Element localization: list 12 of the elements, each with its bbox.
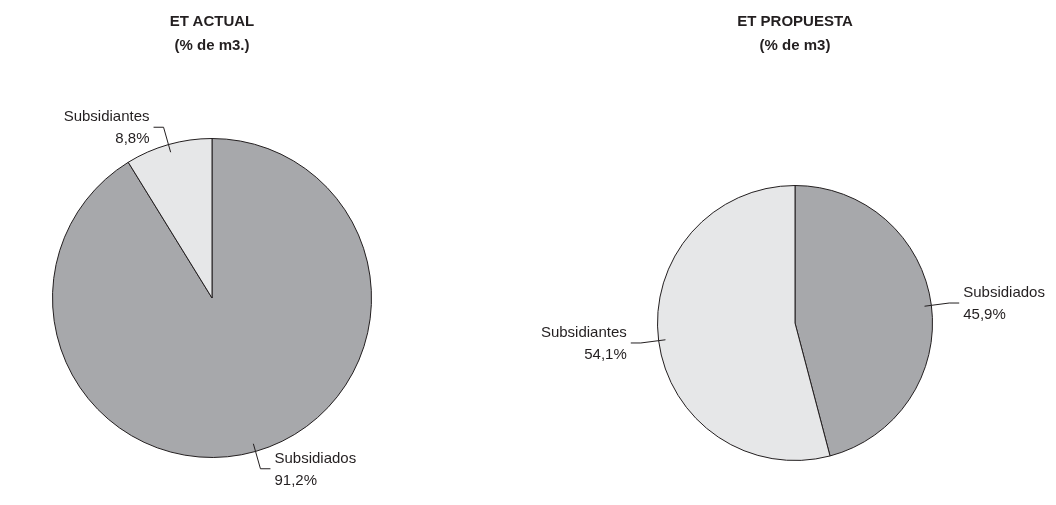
chart-title: ET PROPUESTA [737, 12, 853, 30]
slice-label: Subsidiados [274, 448, 357, 466]
data-label: 91,2% [274, 470, 317, 488]
slice-label: Subsidiantes [540, 323, 627, 341]
chart-title: ET ACTUAL [169, 12, 255, 30]
data-label: 54,1% [584, 345, 627, 363]
chart-subtitle: (% de m3.) [174, 36, 250, 54]
slice-label: Subsidiados [963, 283, 1045, 301]
chart-subtitle: (% de m3) [759, 36, 831, 54]
data-label: 45,9% [963, 305, 1006, 323]
slice-label: Subsidiantes [63, 107, 150, 125]
data-label: 8,8% [115, 129, 150, 147]
